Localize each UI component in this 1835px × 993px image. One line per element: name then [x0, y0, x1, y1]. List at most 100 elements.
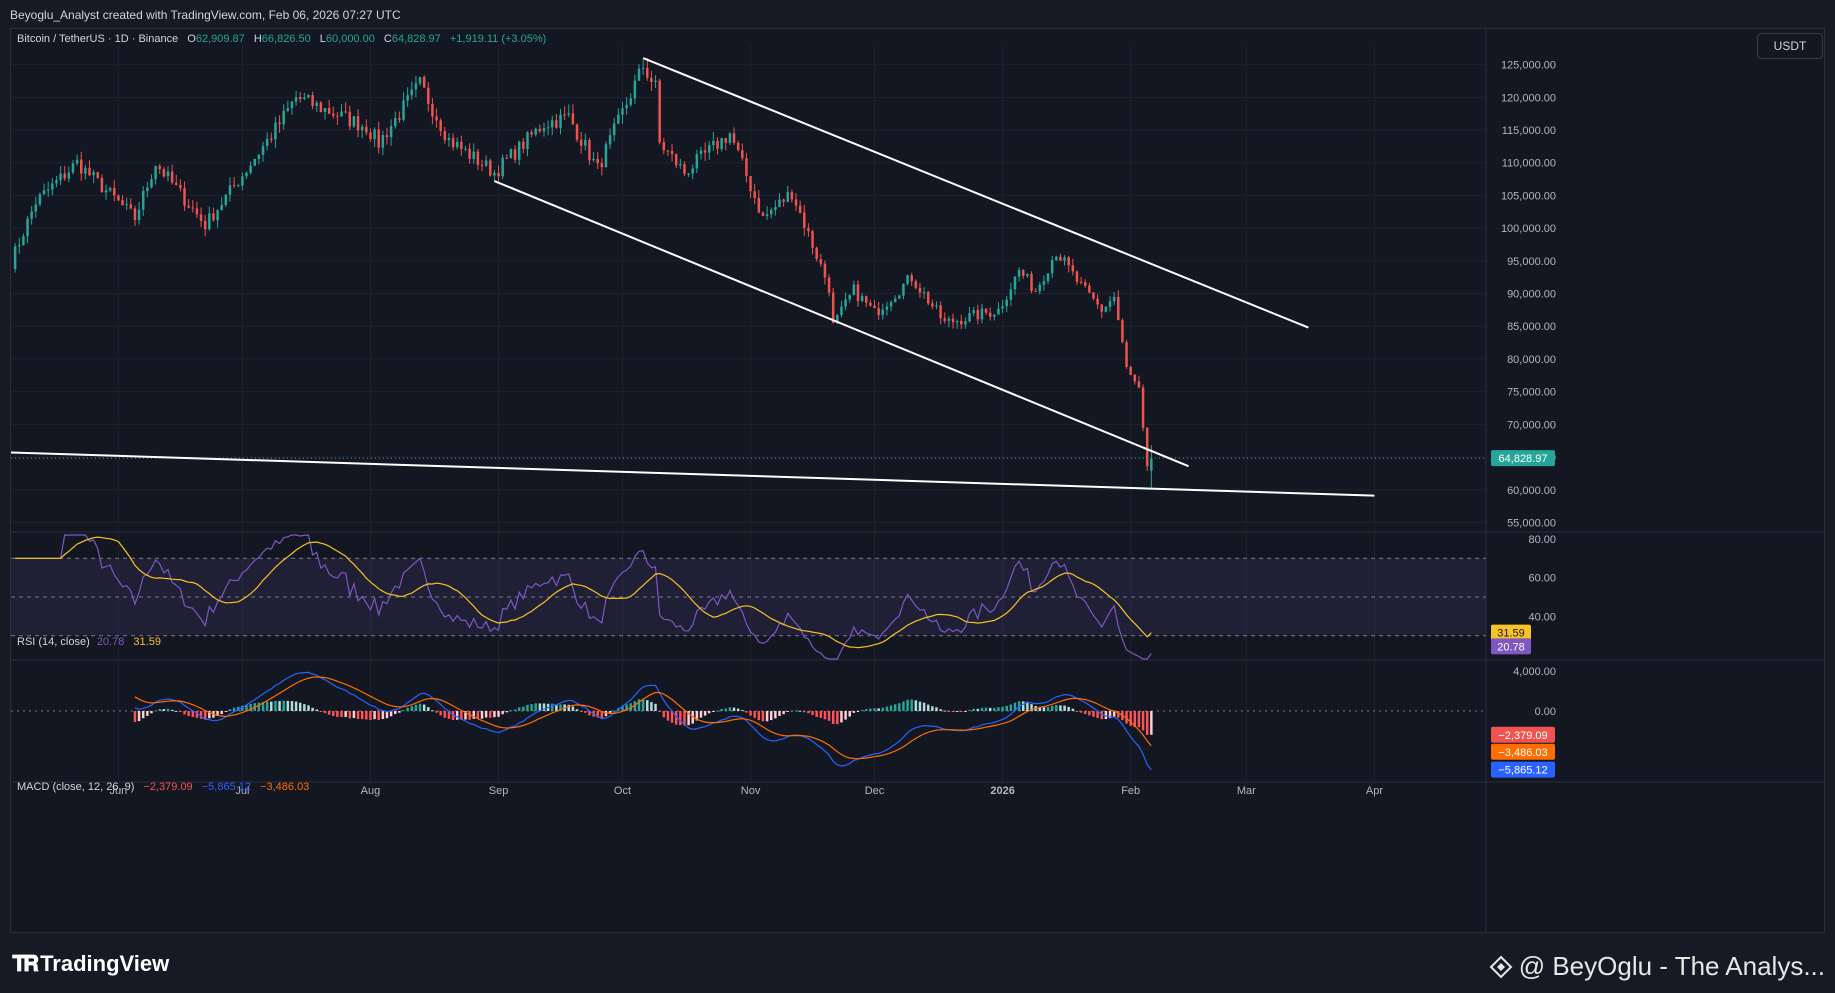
candle-body	[1013, 276, 1017, 290]
macd-histogram-bar	[960, 711, 963, 712]
candle-body	[30, 211, 33, 219]
macd-histogram-bar	[1059, 705, 1062, 711]
macd-histogram-bar	[910, 699, 913, 711]
candle-body	[803, 212, 806, 229]
candle-body	[187, 205, 190, 208]
macd-histogram-bar	[208, 711, 211, 719]
candle-body	[542, 128, 546, 132]
trendline-upper[interactable]	[642, 57, 1309, 329]
candle-body	[418, 77, 422, 84]
candle-body	[439, 120, 442, 132]
candle-body	[282, 110, 285, 125]
macd-histogram-bar	[513, 709, 517, 711]
macd-line[interactable]	[134, 671, 1152, 771]
candle-body	[365, 126, 368, 133]
macd-histogram-bar	[860, 709, 864, 711]
macd-histogram-bar	[1117, 711, 1120, 718]
macd-tick-label: 0.00	[1535, 706, 1556, 718]
candle-body	[670, 150, 674, 155]
candle-body	[1150, 458, 1153, 471]
candle-body	[567, 113, 571, 115]
candle-body	[389, 126, 393, 138]
currency-button[interactable]: USDT	[1757, 33, 1823, 59]
candle-body	[307, 94, 310, 98]
candle-body	[819, 259, 823, 264]
chart-canvas[interactable]: 55,000.0060,000.0065,000.0070,000.0075,0…	[11, 29, 1826, 934]
chart-frame[interactable]: 55,000.0060,000.0065,000.0070,000.0075,0…	[10, 28, 1826, 934]
macd-histogram-bar	[633, 701, 637, 711]
macd-histogram-bar	[980, 707, 984, 711]
tradingview-logo[interactable]: 𝐓𝐑 TradingView	[12, 951, 169, 977]
candle-body	[687, 173, 690, 175]
macd-histogram-bar	[823, 711, 827, 720]
macd-histogram-bar	[522, 706, 525, 711]
time-tick-label: Jul	[235, 785, 249, 797]
macd-histogram-bar	[588, 711, 591, 716]
open-value: 62,909.87	[196, 33, 245, 45]
rsi-ma-line[interactable]	[15, 536, 1152, 649]
macd-histogram-bar	[1096, 711, 1099, 719]
candle-body	[1079, 281, 1083, 283]
time-tick-label: Jun	[110, 785, 128, 797]
candle-body	[1034, 290, 1037, 292]
macd-histogram-bar	[666, 711, 670, 721]
macd-histogram-bar	[286, 700, 290, 711]
candle-body	[1050, 260, 1054, 274]
candle-body	[662, 142, 666, 151]
candle-body	[617, 114, 620, 124]
symbol-label: Bitcoin / TetherUS · 1D · Binance	[17, 33, 178, 45]
rsi-pane[interactable]	[11, 534, 1486, 660]
macd-histogram-bar	[203, 711, 207, 720]
macd-histogram-bar	[249, 703, 252, 711]
macd-signal-line[interactable]	[134, 676, 1152, 760]
macd-histogram-bar	[141, 711, 145, 719]
price-tick-label: 55,000.00	[1507, 517, 1556, 529]
macd-histogram-bar	[906, 699, 909, 711]
macd-histogram-bar	[1026, 701, 1029, 711]
macd-histogram-bar	[1108, 711, 1112, 719]
macd-histogram-bar	[926, 704, 930, 711]
rsi-tick-label: 80.00	[1528, 534, 1556, 546]
macd-pane[interactable]	[11, 671, 1486, 771]
trendline-lower[interactable]	[494, 180, 1189, 468]
macd-histogram-bar	[245, 704, 248, 711]
macd-histogram-bar	[348, 711, 352, 719]
macd-histogram-bar	[584, 711, 587, 713]
trendlines[interactable]	[11, 57, 1375, 497]
macd-histogram-bar	[257, 702, 261, 711]
candle-body	[265, 138, 269, 146]
macd-histogram-bar	[369, 711, 372, 721]
candle-body	[695, 154, 699, 169]
time-tick-label: Dec	[865, 785, 885, 797]
candle-body	[530, 132, 533, 135]
candle-body	[224, 194, 228, 205]
candle-body	[1038, 284, 1042, 292]
macd-histogram-bar	[175, 710, 178, 712]
candle-body	[451, 137, 455, 148]
candle-body	[691, 168, 694, 174]
candle-body	[59, 173, 62, 181]
chart-attribution-bar: Beyoglu_Analyst created with TradingView…	[0, 0, 1835, 28]
macd-histogram-bar	[435, 711, 438, 713]
macd-histogram-bar	[530, 704, 533, 711]
macd-histogram-bar	[1133, 711, 1137, 727]
macd-histogram-bar	[1150, 711, 1153, 735]
macd-histogram-bar	[765, 711, 769, 722]
macd-histogram-bar	[939, 709, 942, 711]
candle-body	[42, 190, 46, 195]
macd-histogram-bar	[1030, 704, 1033, 711]
candle-body	[286, 108, 290, 111]
candle-body	[237, 185, 240, 187]
macd-histogram-bar	[1022, 701, 1025, 711]
low-value: 60,000.00	[326, 33, 375, 45]
candle-body	[893, 298, 897, 303]
rsi-line[interactable]	[15, 534, 1152, 660]
trendline-base[interactable]	[11, 451, 1375, 497]
candle-body	[63, 173, 66, 179]
macd-histogram-bar	[468, 711, 471, 720]
candle-body	[538, 128, 542, 132]
candle-body	[435, 116, 438, 121]
macd-histogram-bar	[427, 707, 430, 711]
candle-body	[869, 302, 872, 306]
candle-body	[79, 159, 83, 174]
